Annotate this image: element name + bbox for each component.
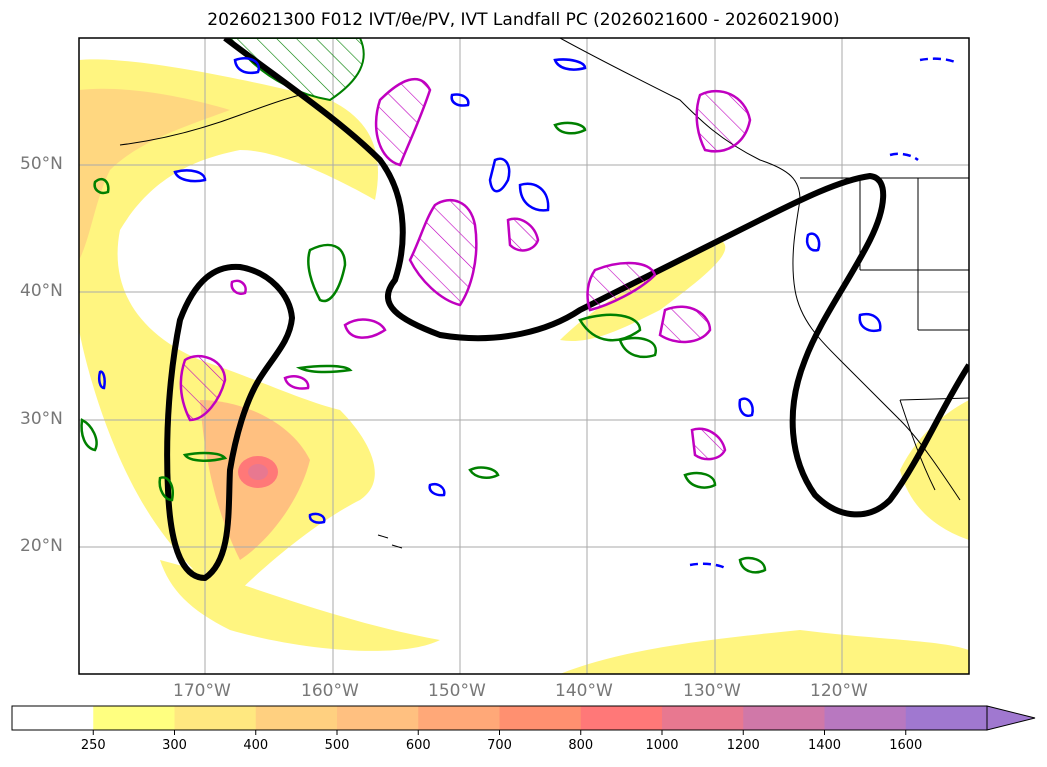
green-contour-5: [182, 451, 228, 462]
hawaii-islands: [377, 534, 403, 549]
colorbar-segment: [418, 706, 500, 730]
magenta-small-1: [343, 318, 387, 339]
green-contour-3: [578, 313, 642, 342]
colorbar-tick-label: 1200: [726, 738, 760, 753]
pv-magenta-contours: [179, 78, 752, 461]
lat-label-20n: 20°N: [20, 536, 63, 556]
ivt-plume-northwest-inner: [79, 88, 230, 261]
lat-label-50n: 50°N: [20, 154, 63, 174]
colorbar-frame: [11, 705, 988, 731]
blue-contour-1: [488, 157, 511, 193]
blue-contour-2: [518, 182, 550, 212]
green-contour-2: [553, 121, 587, 135]
blue-contour-5: [450, 93, 470, 107]
coastlines: [119, 38, 969, 549]
green-contour-1: [307, 243, 347, 303]
theta-hatched-north: [228, 38, 365, 102]
lon-label-130w: 130°W: [683, 681, 741, 701]
colorbar-tick-label: 1400: [807, 738, 842, 753]
lat-label-30n: 30°N: [20, 409, 63, 429]
lon-label-150w: 150°W: [428, 681, 486, 701]
green-contour-7: [468, 466, 500, 479]
lon-label-140w: 140°W: [555, 681, 613, 701]
colorbar-segment: [93, 706, 175, 730]
ivt-band-south: [560, 630, 969, 674]
blue-contour-7: [738, 397, 754, 417]
pc-contour-north: [223, 38, 969, 518]
blue-contour-dashed-3: [919, 57, 956, 64]
magenta-hatched-1: [374, 78, 432, 167]
colorbar-segment: [337, 706, 419, 730]
pv-blue-contours: [97, 57, 956, 570]
aleutian-islands: [119, 94, 301, 146]
lat-label-40n: 40°N: [20, 281, 63, 301]
magenta-hatched-8: [690, 427, 727, 461]
magenta-hatched-7: [179, 354, 227, 422]
magenta-hatched-4: [586, 261, 657, 312]
blue-contour-dashed-1: [689, 562, 726, 570]
colorbar-extend-arrow: [986, 705, 1036, 731]
baja-coast: [899, 399, 936, 491]
pc-contour-west: [164, 263, 295, 581]
north-america-coast: [559, 38, 961, 501]
green-contour-12: [738, 556, 767, 574]
us-mexico-border: [899, 397, 969, 401]
colorbar-segment: [905, 706, 988, 730]
green-contour-8: [683, 471, 717, 489]
magenta-hatched-2: [408, 198, 478, 307]
lon-label-170w: 170°W: [173, 681, 231, 701]
magenta-small-3: [283, 375, 310, 390]
colorbar-tick-label: 600: [405, 738, 431, 753]
colorbar-segment: [580, 706, 663, 730]
green-contour-9: [80, 418, 98, 452]
colorbar-tick-label: 250: [80, 738, 106, 753]
landfall-pc-contours: [164, 38, 969, 581]
colorbar-segment: [255, 706, 338, 730]
map-frame: [78, 37, 970, 675]
colorbar-tick-label: 400: [243, 738, 269, 753]
ivt-plume-tail: [160, 560, 440, 651]
colorbar-segment: [824, 706, 907, 730]
figure-title: 2026021300 F012 IVT/θe/PV, IVT Landfall …: [207, 10, 840, 30]
blue-contour-11: [428, 483, 446, 497]
colorbar-tick-label: 700: [487, 738, 512, 753]
blue-contour-12: [97, 370, 106, 390]
colorbar: [11, 705, 1036, 735]
colorbar-segment: [174, 706, 257, 730]
colorbar-segment: [12, 706, 94, 730]
blue-contour-8: [805, 232, 821, 252]
magenta-hatched-6: [695, 89, 752, 153]
colorbar-tick-label: 1000: [645, 738, 679, 753]
colorbar-tick-label: 1600: [889, 738, 923, 753]
lon-label-120w: 120°W: [810, 681, 868, 701]
colorbar-segment: [662, 706, 744, 730]
state-lines: [859, 178, 969, 331]
graticule: [79, 38, 969, 674]
colorbar-segment: [499, 706, 582, 730]
blue-contour-9: [858, 313, 882, 332]
green-contour-6: [158, 476, 174, 502]
colorbar-tick-label: 300: [162, 738, 187, 753]
blue-contour-6: [233, 57, 261, 75]
blue-contour-dashed-2: [889, 152, 919, 162]
blue-contour-3: [173, 169, 207, 183]
blue-contour-4: [553, 58, 587, 71]
lon-label-160w: 160°W: [301, 681, 359, 701]
ivt-band-baja: [900, 400, 969, 540]
magenta-hatched-5: [658, 305, 712, 344]
colorbar-tick-label: 500: [324, 738, 350, 753]
magenta-hatched-3: [506, 217, 540, 252]
colorbar-segment: [743, 706, 825, 730]
green-contour-4: [295, 364, 353, 374]
theta-green-contours: [80, 121, 767, 574]
ivt-peak-inner: [248, 464, 268, 480]
magenta-small-2: [230, 279, 247, 295]
green-contour-10: [93, 177, 110, 195]
blue-contour-10: [308, 512, 326, 524]
colorbar-tick-label: 800: [568, 738, 594, 753]
green-contour-11: [618, 336, 657, 359]
